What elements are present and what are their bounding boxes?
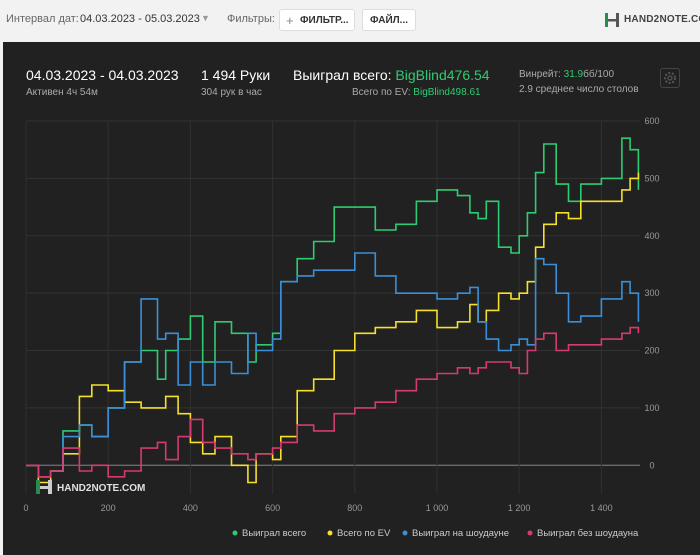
x-tick-label: 200 [101,503,116,513]
legend-marker [327,530,333,536]
active-time: Активен 4ч 54м [26,87,98,98]
watermark-text: HAND2NOTE.COM [57,483,145,494]
filters-label: Фильтры: [227,13,275,25]
chart-legend: Выиграл всего Всего по EV Выиграл на шоуда… [232,528,639,539]
won-total: Выиграл всего: BigBlind476.54 [293,67,490,83]
chart-ticks: 0 100 200 300 400 500 600 0 200 400 600 800 1 000 1 2… [23,116,659,513]
y-tick-label: 0 [649,460,654,470]
chart-grid [25,120,640,494]
series-line [26,252,640,478]
winrate: Винрейт: 31.9бб/100 [519,69,614,80]
x-tick-label: 0 [23,503,28,513]
legend-label: Выиграл без шоудауна [537,528,639,539]
ev-value: BigBlind498.61 [413,87,481,98]
file-button-label: ФАЙЛ... [369,15,409,26]
ev-label: Всего по EV: [352,87,411,98]
interval-label: Интервал дат: [6,13,79,25]
y-tick-label: 200 [644,346,659,356]
series-line [26,172,640,484]
logo-icon [605,13,619,27]
legend-label: Выиграл всего [242,528,306,539]
top-toolbar: Интервал дат: 04.03.2023 - 05.03.2023 ▼ … [0,0,700,42]
file-button[interactable]: ФАЙЛ... [362,9,416,31]
hand2note-logo[interactable]: HAND2NOTE.COM [603,11,700,29]
winrate-value: 31.9 [563,69,584,80]
series-line [26,137,640,478]
legend-label: Выиграл на шоудауне [412,528,509,539]
avg-tables: 2.9 среднее число столов [519,84,639,95]
bankroll-chart: 0 100 200 300 400 500 600 0 200 400 600 800 1 000 1 2… [23,116,659,539]
won-total-value: BigBlind476.54 [395,67,490,83]
x-tick-label: 400 [183,503,198,513]
y-tick-label: 100 [644,403,659,413]
winrate-label: Винрейт: [519,69,561,80]
settings-button[interactable] [660,68,680,88]
x-tick-label: 800 [347,503,362,513]
date-interval-select[interactable]: 04.03.2023 - 05.03.2023 [80,13,200,25]
series-line [26,326,640,478]
chart-lines [26,137,640,484]
legend-marker [527,530,533,536]
ev-total: Всего по EV: BigBlind498.61 [352,87,481,98]
logo-text: HAND2NOTE.COM [624,14,700,25]
watermark: HAND2NOTE.COM [36,480,145,494]
x-tick-label: 1 200 [508,503,531,513]
hands-per-hour: 304 рук в час [201,87,262,98]
y-tick-label: 600 [644,116,659,126]
date-range: 04.03.2023 - 04.03.2023 [26,67,179,83]
chevron-down-icon[interactable]: ▼ [201,13,210,23]
hands-count: 1 494 Руки [201,67,271,83]
won-total-label: Выиграл всего: [293,67,392,83]
winrate-unit: бб/100 [583,69,615,80]
gear-icon [664,72,676,84]
y-tick-label: 300 [644,288,659,298]
legend-marker [402,530,408,536]
x-tick-label: 1 000 [426,503,449,513]
filter-button[interactable]: + ФИЛЬТР... [279,9,355,31]
graph-panel: 04.03.2023 - 04.03.2023 Активен 4ч 54м 1… [3,42,700,555]
legend-label: Всего по EV [337,528,391,539]
plus-icon: + [286,13,294,28]
y-tick-label: 500 [644,173,659,183]
legend-marker [232,530,238,536]
x-tick-label: 600 [265,503,280,513]
x-tick-label: 1 400 [590,503,613,513]
y-tick-label: 400 [644,231,659,241]
filter-button-label: ФИЛЬТР... [300,15,349,26]
